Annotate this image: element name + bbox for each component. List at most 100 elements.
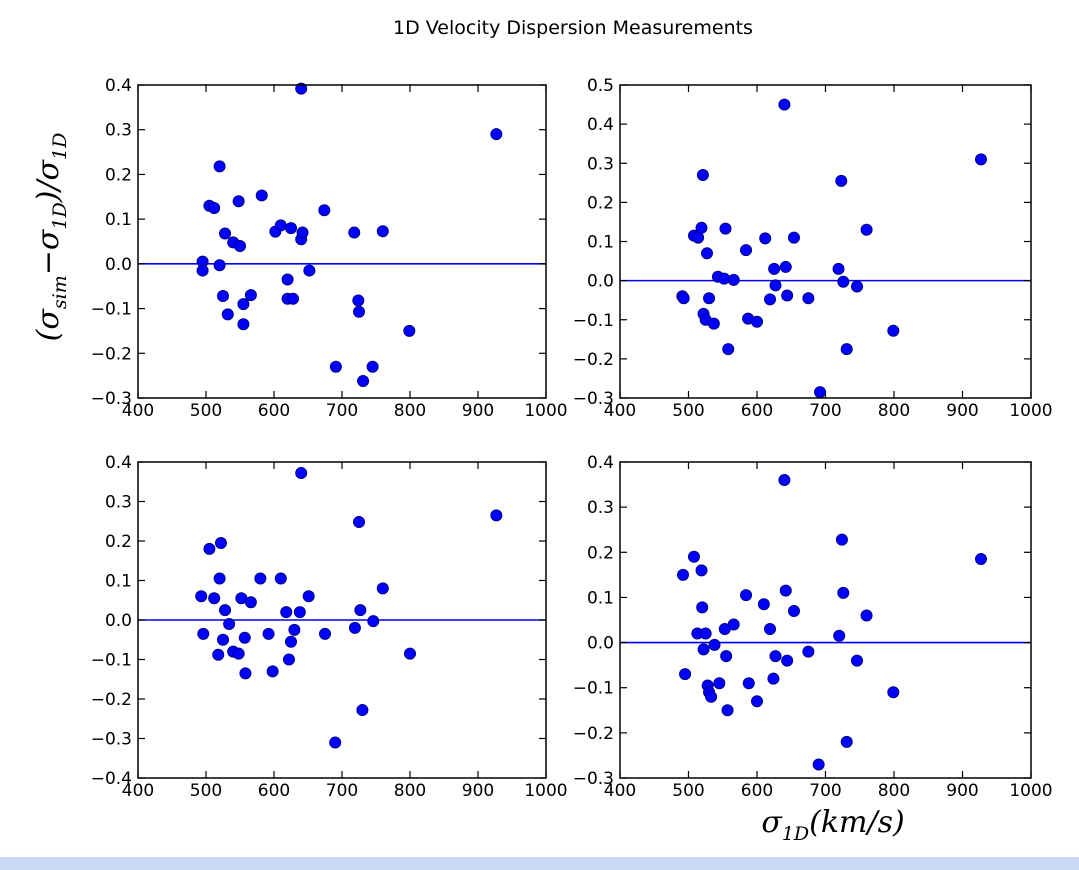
data-point	[237, 318, 250, 331]
data-point	[705, 690, 718, 703]
x-tick-label: 600	[741, 781, 773, 801]
data-point	[707, 317, 720, 330]
data-point	[353, 305, 365, 318]
data-point	[404, 647, 416, 660]
data-point	[887, 686, 900, 699]
x-tick-label: 1000	[1009, 781, 1052, 801]
x-tick-label: 800	[878, 781, 910, 801]
data-point	[214, 536, 227, 549]
data-point	[285, 222, 297, 235]
x-tick-label: 400	[604, 781, 636, 801]
y-tick-label: 0.3	[587, 154, 614, 174]
data-point	[703, 292, 716, 305]
y-tick-label: 0.2	[587, 543, 614, 563]
data-point	[727, 618, 740, 631]
data-point	[759, 232, 772, 245]
x-tick-label: 600	[258, 401, 290, 421]
data-point	[699, 627, 712, 640]
data-point	[679, 668, 692, 681]
data-point	[238, 631, 251, 644]
y-tick-label: −0.2	[573, 724, 614, 744]
y-tick-label: 0.2	[105, 532, 132, 552]
y-tick-label: 0.0	[587, 634, 614, 654]
data-point	[376, 582, 389, 595]
data-point	[329, 736, 342, 749]
data-point	[697, 643, 710, 656]
data-point	[802, 292, 815, 305]
data-point	[221, 308, 234, 321]
y-tick-label: 0.4	[105, 76, 132, 96]
x-tick-label: 500	[672, 401, 704, 421]
x-tick-label: 1000	[524, 781, 567, 801]
data-point	[814, 386, 827, 399]
axes-frame	[137, 461, 547, 779]
data-point	[274, 219, 287, 232]
data-point	[695, 221, 708, 234]
x-tick-label: 400	[604, 401, 636, 421]
x-tick-label: 700	[809, 401, 841, 421]
y-axis-label: (σsim−σ1D)/σ1D	[31, 133, 71, 342]
y-tick-label: −0.1	[91, 651, 132, 671]
x-tick-label: 900	[946, 401, 978, 421]
y-tick-label: 0.0	[587, 272, 614, 292]
y-tick-label: 0.1	[105, 572, 132, 592]
data-point	[213, 160, 226, 173]
x-tick-label: 800	[394, 401, 426, 421]
data-point	[217, 290, 229, 303]
data-point	[832, 262, 845, 275]
axes-frame	[137, 84, 547, 399]
data-point	[244, 596, 257, 609]
data-point	[239, 667, 252, 680]
data-point	[212, 648, 225, 661]
x-tick-label: 500	[190, 781, 222, 801]
data-point	[677, 568, 690, 581]
data-point	[288, 623, 301, 636]
y-tick-label: 0.1	[587, 233, 614, 253]
data-point	[287, 292, 300, 305]
y-tick-label: 0.0	[105, 255, 132, 275]
data-point	[352, 294, 365, 307]
data-point	[281, 273, 294, 286]
y-tick-label: 0.3	[105, 493, 132, 513]
svg-text:(σsim−σ1D)/σ1D: (σsim−σ1D)/σ1D	[31, 133, 71, 342]
data-point	[742, 677, 755, 690]
axes-frame	[619, 461, 1032, 779]
x-tick-label: 1000	[1009, 401, 1052, 421]
data-point	[219, 604, 232, 617]
data-point	[802, 645, 815, 658]
data-point	[768, 262, 781, 275]
data-point	[196, 264, 209, 277]
y-tick-label: 0.3	[105, 121, 132, 141]
data-point	[727, 273, 740, 286]
data-point	[295, 82, 308, 95]
data-point	[835, 174, 848, 187]
data-point	[751, 695, 763, 708]
data-point	[787, 604, 800, 617]
figure-title: 1D Velocity Dispersion Measurements	[393, 17, 753, 39]
data-point	[490, 509, 503, 522]
data-point	[778, 474, 791, 487]
data-point	[234, 239, 246, 252]
data-point	[293, 606, 306, 619]
data-point	[719, 222, 732, 235]
y-tick-label: −0.3	[573, 769, 614, 789]
y-tick-label: −0.1	[573, 679, 614, 699]
data-point	[354, 604, 367, 617]
y-tick-label: 0.1	[105, 210, 132, 230]
data-point	[274, 572, 287, 585]
y-tick-label: 0.4	[587, 115, 614, 135]
data-point	[357, 375, 370, 388]
data-point	[764, 293, 777, 306]
data-point	[376, 225, 389, 238]
y-tick-label: −0.2	[91, 690, 132, 710]
data-point	[687, 550, 700, 563]
data-point	[348, 226, 361, 239]
x-tick-label: 1000	[524, 401, 567, 421]
scatter-panels: 400 500 600 700 800 900 1000 −0.3 −0.2 −0.1 0.0 0.1…	[91, 76, 1053, 801]
x-tick-label: 700	[809, 781, 841, 801]
panel-bottom-right: 400 500 600 700 800 900 1000 −0.3 −0.2 −0.1 0.0 0.1…	[573, 453, 1053, 801]
x-tick-label: 900	[462, 401, 494, 421]
data-point	[197, 627, 210, 640]
data-point	[208, 201, 221, 214]
